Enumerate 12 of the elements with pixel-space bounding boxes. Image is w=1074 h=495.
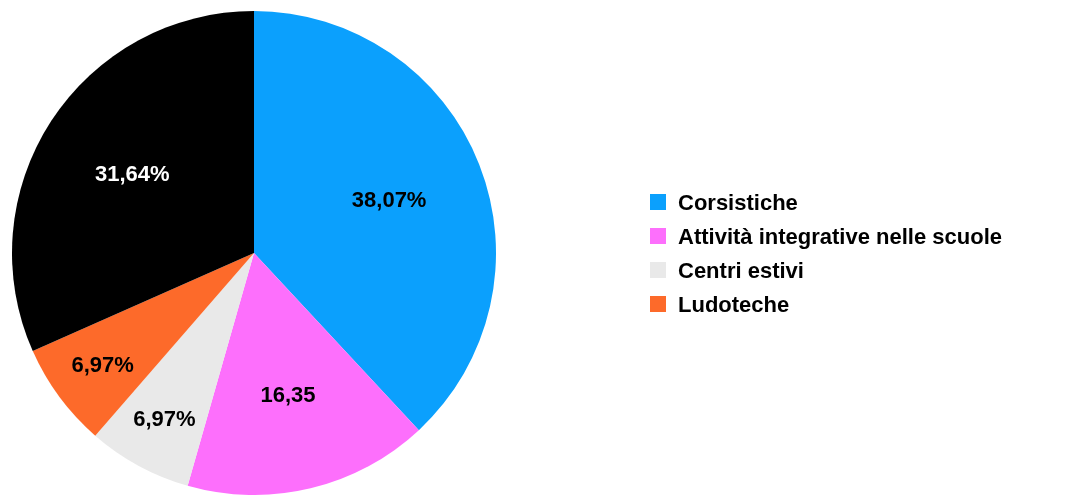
data-label: 31,64% — [94, 161, 170, 187]
pie-slice — [32, 253, 254, 436]
legend-label: Ludoteche — [678, 291, 790, 317]
pie-slice — [254, 11, 496, 431]
data-label: 16,35 — [260, 381, 316, 407]
data-label: 6,97% — [133, 405, 196, 431]
pie-slice — [12, 11, 254, 352]
legend-label: Centri estivi — [678, 257, 804, 283]
legend-label: Corsistiche — [678, 189, 798, 215]
data-label: 38,07% — [351, 187, 427, 213]
legend-label: Attività integrative nelle scuole — [678, 223, 1002, 249]
data-label: 6,97% — [71, 352, 134, 378]
